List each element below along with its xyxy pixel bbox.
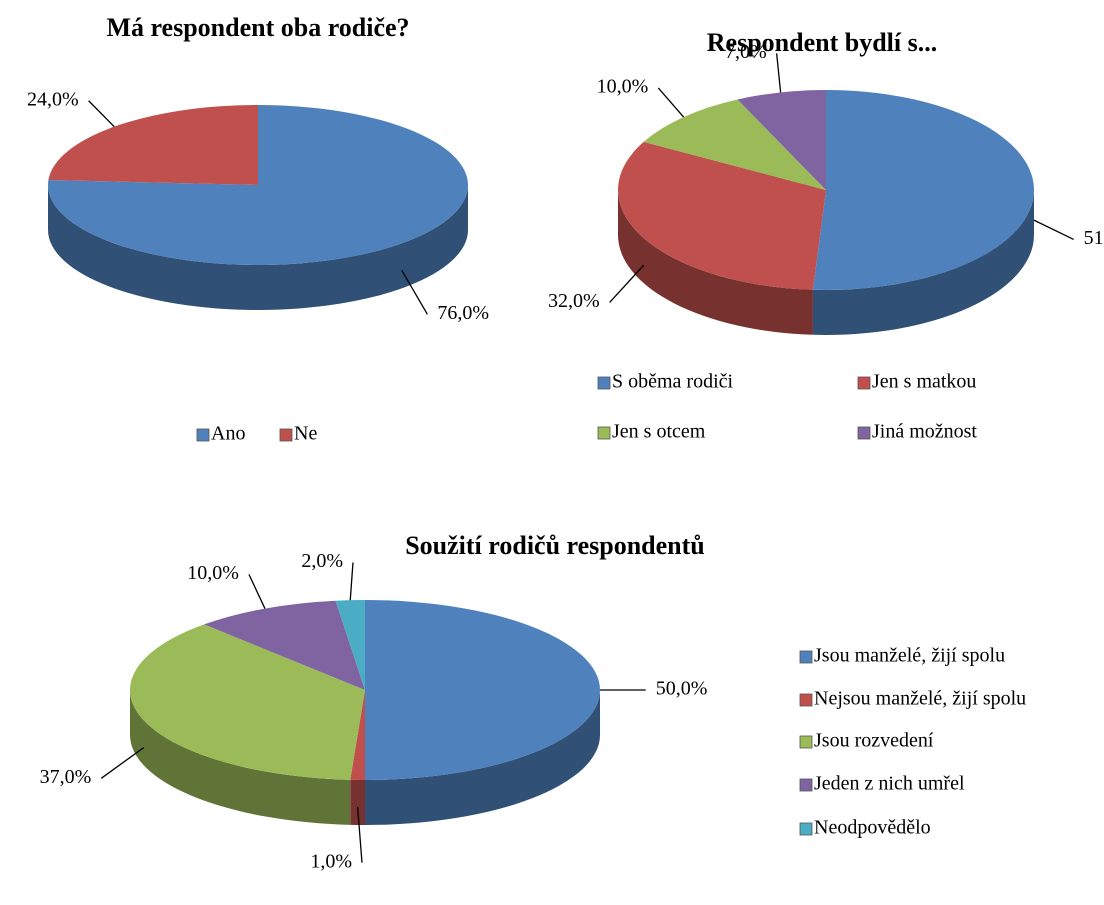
pie-slice — [365, 600, 600, 780]
legend-label: Jen s otcem — [612, 421, 706, 443]
legend-swatch — [799, 693, 813, 707]
pie-slice — [350, 690, 365, 780]
leader-line — [88, 100, 115, 128]
pie-slice — [617, 141, 826, 290]
pie-side — [365, 690, 600, 825]
legend-label: Jen s matkou — [872, 371, 976, 393]
leader-line — [356, 806, 363, 863]
data-label: 24,0% — [27, 88, 79, 110]
data-label: 2,0% — [301, 550, 343, 572]
pie-slice — [737, 90, 826, 190]
legend-swatch — [597, 426, 611, 440]
legend-swatch — [196, 428, 210, 442]
data-label: 10,0% — [597, 76, 649, 98]
pie-side — [130, 690, 351, 825]
data-label: 1,0% — [310, 850, 352, 872]
pie-side — [48, 185, 468, 310]
chart-title: Soužití rodičů respondentů — [405, 531, 705, 560]
legend-label: Nejsou manželé, žijí spolu — [814, 688, 1026, 710]
pie-slice — [129, 624, 365, 780]
pie-slice — [643, 99, 826, 190]
data-label: 10,0% — [187, 562, 239, 584]
legend-swatch — [799, 735, 813, 749]
legend-label: Jeden z nich umřel — [814, 773, 965, 795]
legend-label: Neodpovědělo — [814, 817, 931, 839]
leader-line — [657, 87, 685, 118]
leader-line — [349, 562, 354, 601]
leader-line — [248, 574, 266, 609]
legend-label: Jiná možnost — [872, 421, 977, 443]
legend-label: Ne — [294, 423, 317, 445]
legend-swatch — [799, 822, 813, 836]
legend-swatch — [597, 376, 611, 390]
leader-line — [100, 746, 145, 779]
legend-swatch — [799, 778, 813, 792]
legend-label: Jsou manželé, žijí spolu — [814, 645, 1005, 667]
data-label: 32,0% — [548, 290, 600, 312]
pie-side — [812, 190, 1034, 335]
legend-swatch — [857, 426, 871, 440]
leader-line — [401, 269, 428, 315]
legend-label: Jsou rozvedení — [814, 730, 934, 752]
legend-label: Ano — [211, 423, 245, 445]
leader-line — [775, 53, 782, 93]
data-label: 51,0% — [1084, 227, 1104, 249]
leader-line — [1033, 219, 1074, 240]
leader-line — [609, 264, 645, 303]
legend-label: S oběma rodiči — [612, 371, 734, 393]
chart-title: Má respondent oba rodiče? — [106, 13, 409, 42]
data-label: 50,0% — [656, 678, 708, 700]
pie-slice — [812, 90, 1035, 290]
pie-slice — [335, 600, 365, 690]
chart-title: Respondent bydlí s... — [707, 28, 937, 57]
data-label: 7,0% — [725, 41, 767, 63]
data-label: 37,0% — [40, 766, 92, 788]
legend-swatch — [857, 376, 871, 390]
pie-slice — [48, 105, 259, 185]
data-label: 76,0% — [437, 302, 489, 324]
legend-swatch — [799, 650, 813, 664]
pie-slice — [204, 600, 365, 690]
pie-side — [350, 779, 365, 825]
pie-side — [618, 190, 813, 335]
legend-swatch — [279, 428, 293, 442]
